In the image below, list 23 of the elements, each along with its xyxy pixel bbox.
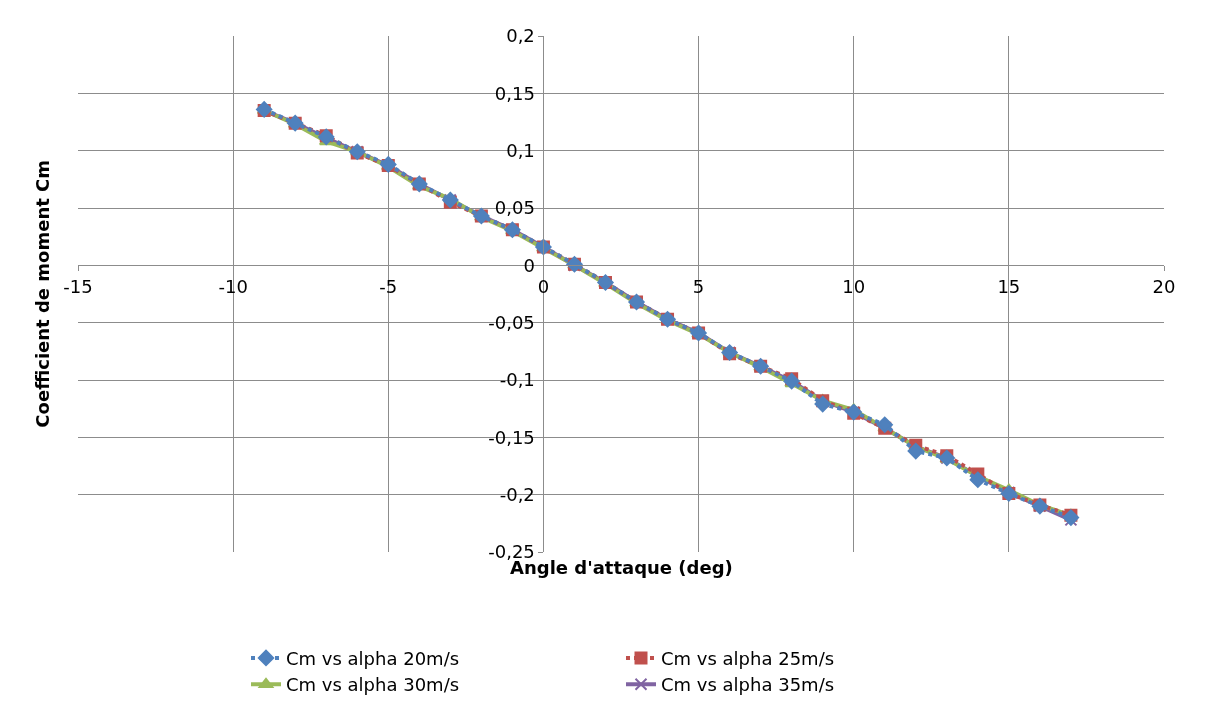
y-tick-label: -0,05	[488, 311, 535, 333]
y-tick-label: -0,1	[499, 369, 535, 391]
legend-label: Cm vs alpha 35m/s	[661, 674, 835, 696]
y-tick-label: 0,15	[494, 82, 535, 104]
x-tick-label: 15	[997, 275, 1021, 297]
x-tick-label: 20	[1152, 275, 1176, 297]
legend-label: Cm vs alpha 25m/s	[661, 647, 835, 669]
x-tick-label: 10	[842, 275, 866, 297]
y-tick-label: 0,1	[506, 139, 535, 161]
y-tick-label: 0	[523, 254, 535, 276]
x-tick-label: 0	[537, 275, 550, 297]
y-tick-label: 0,2	[506, 25, 535, 47]
legend-label: Cm vs alpha 20m/s	[286, 647, 460, 669]
y-axis-title: Coefficient de moment Cm	[31, 159, 53, 428]
x-tick-label: -5	[379, 275, 398, 297]
x-tick-label: 5	[692, 275, 705, 297]
y-tick-label: -0,2	[499, 483, 535, 505]
x-axis-title: Angle d'attaque (deg)	[510, 557, 733, 578]
legend-label: Cm vs alpha 30m/s	[286, 674, 460, 696]
x-tick-label: -10	[218, 275, 248, 297]
x-tick-label: -15	[63, 275, 93, 297]
y-tick-label: 0,05	[494, 197, 535, 219]
y-tick-label: -0,15	[488, 426, 535, 448]
